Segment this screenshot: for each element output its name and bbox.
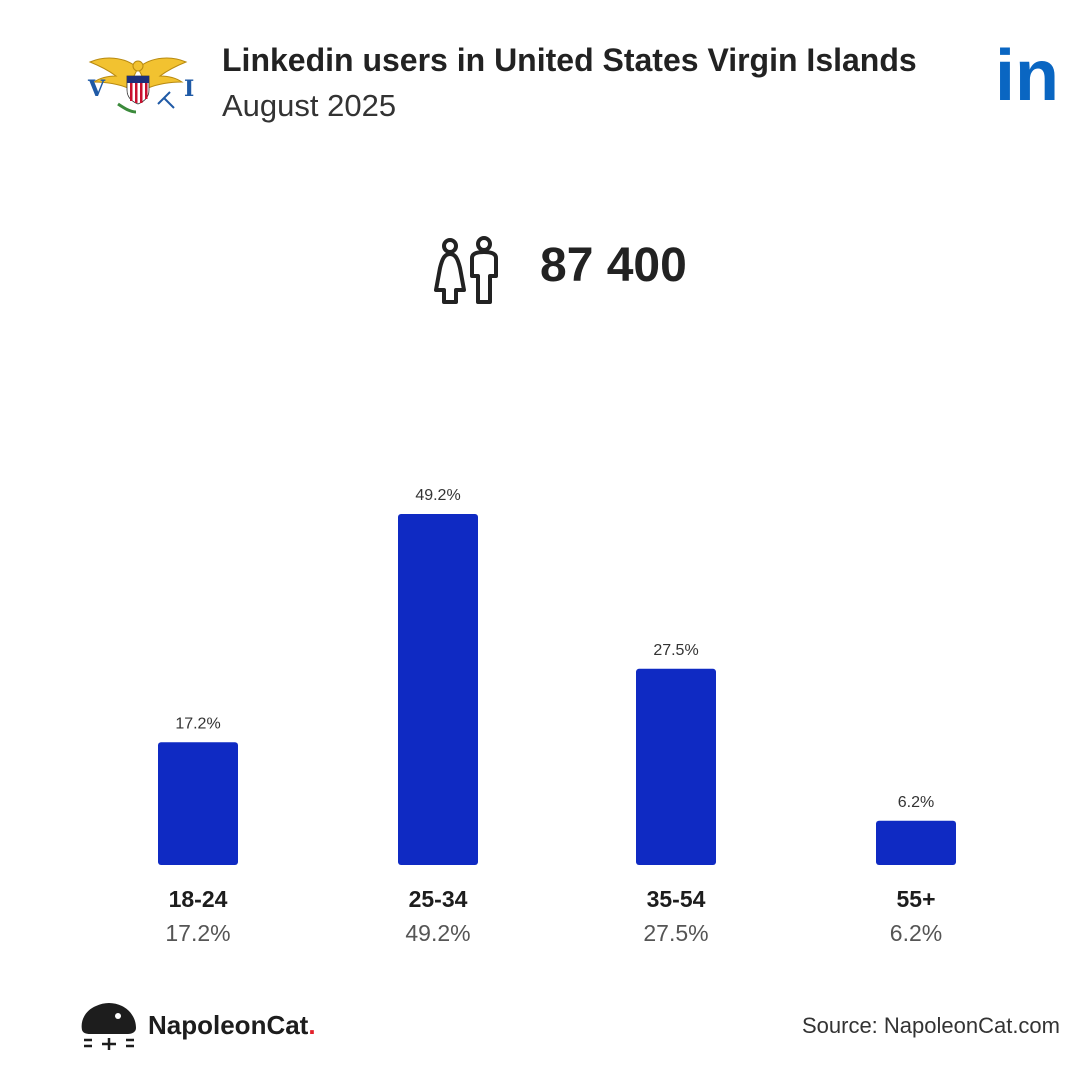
- page-title: Linkedin users in United States Virgin I…: [222, 42, 917, 78]
- data-label: 49.2%: [415, 487, 460, 504]
- brand-dot: .: [308, 1010, 316, 1040]
- bar-25-34: [398, 514, 478, 865]
- bar-18-24: [158, 742, 238, 865]
- napoleoncat-brand: NapoleonCat.: [78, 1000, 358, 1052]
- data-label: 6.2%: [898, 794, 934, 811]
- svg-text:V: V: [87, 76, 106, 102]
- page-subtitle: August 2025: [222, 88, 397, 123]
- category-label: 25-34: [409, 886, 468, 912]
- category-value-label: 17.2%: [165, 920, 230, 946]
- usvi-flag-icon: V I: [78, 46, 198, 126]
- category-value-label: 6.2%: [890, 920, 942, 946]
- linkedin-logo-text: in: [995, 42, 1059, 104]
- total-users-value: 87 400: [540, 239, 687, 292]
- category-value-label: 27.5%: [643, 920, 708, 946]
- people-icon: [434, 236, 498, 304]
- brand-name: NapoleonCat: [148, 1010, 309, 1040]
- category-value-label: 49.2%: [405, 920, 470, 946]
- source-text: Source: NapoleonCat.com: [801, 1013, 1060, 1038]
- total-users: 87 400: [430, 232, 750, 308]
- linkedin-logo-icon: in: [995, 42, 1059, 104]
- napoleoncat-logo-icon: [81, 1003, 136, 1050]
- data-label: 27.5%: [653, 642, 698, 659]
- data-label: 17.2%: [175, 715, 220, 732]
- bar-35-54: [636, 668, 716, 865]
- svg-text:I: I: [184, 76, 194, 102]
- category-label: 18-24: [169, 886, 228, 912]
- category-label: 55+: [896, 886, 935, 912]
- age-distribution-chart: 17.2% 18-24 17.2% 49.2% 25-34 49.2% 27.5% 35-54…: [158, 487, 956, 946]
- bar-55+: [876, 820, 956, 865]
- category-label: 35-54: [647, 886, 706, 912]
